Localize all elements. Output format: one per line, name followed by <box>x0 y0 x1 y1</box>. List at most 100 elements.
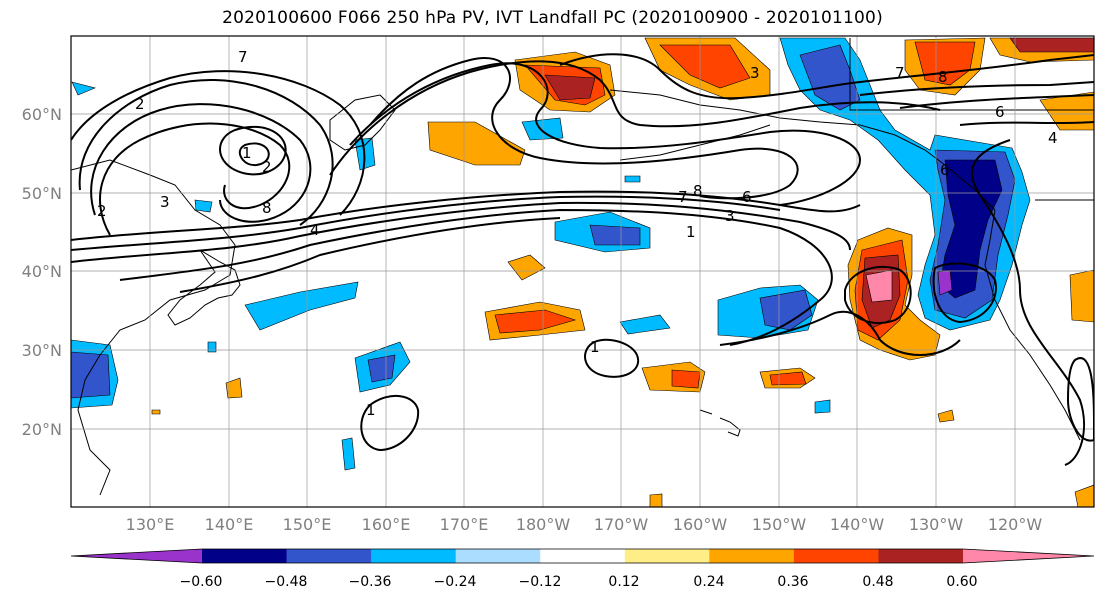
ridge-ne-1 <box>859 54 1094 83</box>
map-title: 2020100600 F066 250 hPa PV, IVT Landfall… <box>222 8 883 28</box>
lon-label: 170°E <box>440 515 489 534</box>
map-frame <box>70 35 1095 508</box>
colorbar-tick: 0.12 <box>608 574 639 590</box>
hawaii-islands <box>699 409 741 437</box>
neg-anomaly-180-core <box>589 224 641 246</box>
longitude-labels: 130°E 140°E 150°E 160°E 170°E 180°W 170°… <box>126 515 1043 534</box>
lon-label: 140°W <box>830 515 885 534</box>
lon-label: 150°E <box>283 515 332 534</box>
lon-label: 130°W <box>909 515 964 534</box>
lon-label: 180°W <box>516 515 571 534</box>
lat-label: 30°N <box>22 341 62 360</box>
neg-anomaly-160e-b-core <box>367 354 396 383</box>
closed-140w <box>844 265 912 325</box>
pos-anomaly-nc-c <box>427 121 526 166</box>
colorbar-tick: −0.60 <box>180 574 223 590</box>
jet-contour-3 <box>71 201 851 263</box>
neg-anomaly-west-a-core <box>71 351 111 399</box>
pos-anomaly-170e-core <box>494 309 577 334</box>
pos-anomaly-130e <box>151 409 161 415</box>
contour-label: 1 <box>590 338 600 356</box>
jet-contour-2 <box>71 195 781 251</box>
pos-anomaly-nc-a-core <box>659 44 751 89</box>
colorbar-segment <box>793 549 879 563</box>
ridge-ne-3 <box>899 94 1094 109</box>
lon-label: 160°E <box>362 515 411 534</box>
japan-coastline <box>167 249 241 326</box>
pos-anomaly-ne-e <box>1074 484 1094 507</box>
contour-label: 7 <box>238 48 248 66</box>
contour-label: 6 <box>940 161 950 179</box>
colorbar-tick: 0.24 <box>693 574 724 590</box>
lon-label: 120°W <box>988 515 1043 534</box>
trough-west-3 <box>78 78 334 226</box>
cutoff-low-inner <box>238 142 270 166</box>
colorbar-outline <box>70 548 1095 564</box>
closed-1-mid <box>584 338 640 378</box>
ridge-ne-2 <box>859 81 1094 96</box>
colorbar-segment <box>624 549 710 563</box>
colorbar-segment <box>540 549 626 563</box>
pos-anomaly-ne-d <box>1069 269 1094 323</box>
colorbar-tick: 0.36 <box>777 574 808 590</box>
lat-label: 50°N <box>22 184 62 203</box>
colorbar-segment <box>202 549 288 563</box>
neg-anomaly-small-c <box>814 399 831 414</box>
colorbar <box>70 548 1095 564</box>
contour-label: 3 <box>160 193 170 211</box>
colorbar-segment <box>286 549 372 563</box>
ridge-4 <box>559 53 861 100</box>
colorbar-tick: −0.48 <box>265 574 308 590</box>
pos-anomaly-ne-c <box>1039 91 1094 131</box>
colorbar-tick: −0.36 <box>349 574 392 590</box>
contour-label: 3 <box>750 64 760 82</box>
pos-anomaly-ne-b-core <box>1009 37 1094 53</box>
kamchatka-coastline <box>329 94 396 151</box>
ridge-2 <box>349 62 862 206</box>
colorbar-tick: 0.48 <box>862 574 893 590</box>
contour-label: 8 <box>693 182 703 200</box>
neg-anomaly-small-a <box>619 314 671 335</box>
latitude-labels: 60°N 50°N 40°N 30°N 20°N <box>22 105 62 439</box>
neg-anomaly-160e <box>244 281 359 331</box>
pos-anomaly-165w-core <box>671 369 701 389</box>
neg-anomaly-small-d <box>71 81 96 96</box>
contour-label: 7 <box>678 188 688 206</box>
lat-label: 20°N <box>22 420 62 439</box>
trough-west-1 <box>99 122 291 236</box>
lon-label: 160°W <box>673 515 728 534</box>
jet-contour-5 <box>179 217 561 293</box>
jet-contour-4 <box>119 208 833 346</box>
colorbar-tick: −0.24 <box>434 574 477 590</box>
colorbar-segment <box>709 549 795 563</box>
colorbar-extend-min <box>71 549 202 563</box>
contour-label: 7 <box>895 64 905 82</box>
ridge-ne-4 <box>959 121 1094 126</box>
closed-east <box>1066 357 1094 442</box>
neg-anomaly-small-b <box>341 437 356 471</box>
contour-label: 6 <box>995 103 1005 121</box>
pos-anomaly-160w <box>649 493 663 507</box>
lat-label: 60°N <box>22 105 62 124</box>
pos-anomaly-nc-b-core <box>544 74 596 101</box>
closed-1-south <box>360 394 420 452</box>
pos-anomaly-140e <box>225 377 243 399</box>
contour-south <box>719 310 961 356</box>
ridge-1 <box>369 57 799 200</box>
colorbar-segment <box>371 549 457 563</box>
neg-anomaly-small-f <box>194 199 213 213</box>
lon-label: 170°W <box>594 515 649 534</box>
ridge-3 <box>329 60 941 176</box>
colorbar-segment <box>878 549 964 563</box>
graticule <box>71 36 1094 507</box>
asia-coastline <box>71 159 236 496</box>
map-area: 7 2 1 2 8 2 3 4 3 7 8 6 3 1 7 8 6 4 1 1 … <box>71 36 1094 507</box>
contour-label: 3 <box>725 207 735 225</box>
contour-label: 8 <box>938 68 948 86</box>
colorbar-segment <box>455 549 541 563</box>
contour-labels: 7 2 1 2 8 2 3 4 3 7 8 6 3 1 7 8 6 4 1 1 … <box>97 48 1058 419</box>
contour-label: 1 <box>242 144 252 162</box>
pos-anomaly-135w <box>937 409 955 423</box>
na-contour <box>970 139 1085 466</box>
